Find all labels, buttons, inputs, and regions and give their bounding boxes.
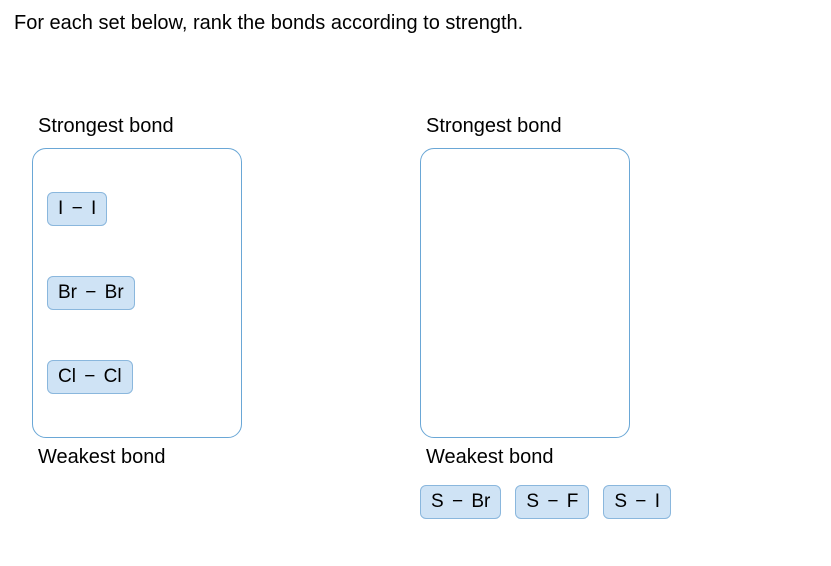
bond-chip[interactable]: Br − Br bbox=[47, 276, 135, 310]
label-strongest-left: Strongest bond bbox=[32, 115, 292, 138]
ranking-column-left: Strongest bond I − I Br − Br Cl − Cl Wea… bbox=[32, 115, 292, 469]
bond-dash-icon: − bbox=[69, 198, 86, 220]
label-weakest-left: Weakest bond bbox=[32, 446, 292, 469]
bond-chip[interactable]: S − F bbox=[515, 485, 589, 519]
instruction-text: For each set below, rank the bonds accor… bbox=[14, 12, 523, 35]
label-weakest-right: Weakest bond bbox=[420, 446, 680, 469]
bond-dash-icon: − bbox=[82, 282, 99, 304]
bond-left-atom: Br bbox=[58, 282, 77, 303]
bond-right-atom: Cl bbox=[104, 366, 122, 387]
bond-dash-icon: − bbox=[81, 366, 98, 388]
bond-chip[interactable]: I − I bbox=[47, 192, 107, 226]
bond-right-atom: I bbox=[655, 491, 660, 512]
bond-right-atom: Br bbox=[105, 282, 124, 303]
bond-left-atom: I bbox=[58, 198, 63, 219]
bond-left-atom: S bbox=[431, 491, 444, 512]
dropzone-left[interactable]: I − I Br − Br Cl − Cl bbox=[32, 148, 242, 438]
bond-chip[interactable]: Cl − Cl bbox=[47, 360, 133, 394]
bond-right-atom: F bbox=[567, 491, 579, 512]
dropzone-right[interactable] bbox=[420, 148, 630, 438]
bond-right-atom: I bbox=[91, 198, 96, 219]
bond-dash-icon: − bbox=[632, 491, 649, 513]
chip-pool: S − Br S − F S − I bbox=[420, 485, 671, 519]
bond-dash-icon: − bbox=[544, 491, 561, 513]
bond-left-atom: Cl bbox=[58, 366, 76, 387]
bond-left-atom: S bbox=[614, 491, 627, 512]
label-strongest-right: Strongest bond bbox=[420, 115, 680, 138]
bond-chip[interactable]: S − Br bbox=[420, 485, 501, 519]
bond-dash-icon: − bbox=[449, 491, 466, 513]
bond-chip[interactable]: S − I bbox=[603, 485, 671, 519]
ranking-column-right: Strongest bond Weakest bond bbox=[420, 115, 680, 469]
bond-left-atom: S bbox=[526, 491, 539, 512]
bond-right-atom: Br bbox=[471, 491, 490, 512]
